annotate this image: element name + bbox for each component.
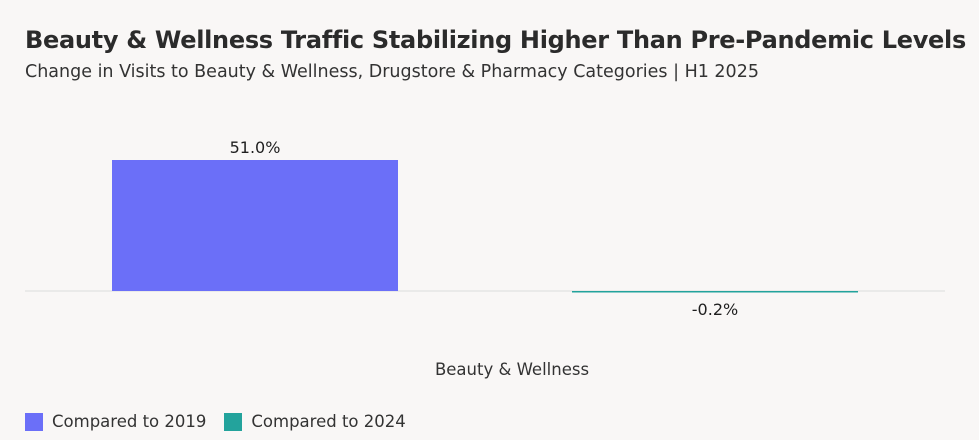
chart-subtitle: Change in Visits to Beauty & Wellness, D…: [25, 62, 759, 82]
bar-chart: 51.0% -0.2% Beauty & Wellness: [25, 138, 945, 379]
bar-compared-to-2024: [572, 291, 858, 293]
bar-compared-to-2019: [112, 160, 398, 291]
legend-label-2024: Compared to 2024: [251, 412, 406, 431]
data-label-compared-to-2024: -0.2%: [692, 300, 738, 319]
legend-item-2024[interactable]: Compared to 2024: [224, 412, 406, 431]
legend-swatch-2024: [224, 412, 243, 431]
data-label-compared-to-2019: 51.0%: [230, 138, 281, 157]
legend-label-2019: Compared to 2019: [52, 412, 207, 431]
chart-title: Beauty & Wellness Traffic Stabilizing Hi…: [25, 26, 966, 54]
legend-item-2019[interactable]: Compared to 2019: [25, 412, 206, 431]
legend-swatch-2019: [25, 412, 43, 431]
legend: Compared to 2019 Compared to 2024: [25, 412, 424, 431]
category-label: Beauty & Wellness: [435, 360, 589, 379]
